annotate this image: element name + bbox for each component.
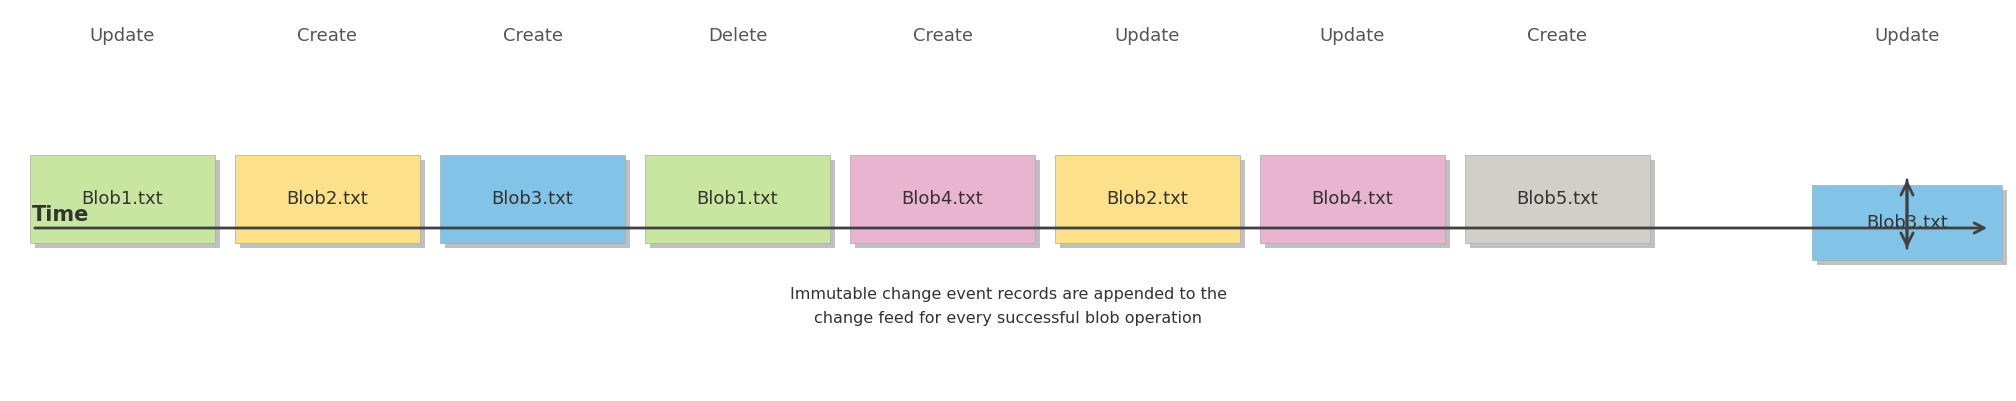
- FancyBboxPatch shape: [446, 160, 629, 248]
- Text: Update: Update: [91, 27, 155, 45]
- Text: Update: Update: [1875, 27, 1939, 45]
- Text: Delete: Delete: [708, 27, 768, 45]
- FancyBboxPatch shape: [1060, 160, 1246, 248]
- Text: Blob1.txt: Blob1.txt: [698, 190, 778, 208]
- FancyBboxPatch shape: [1466, 155, 1649, 243]
- Text: Blob4.txt: Blob4.txt: [1312, 190, 1393, 208]
- FancyBboxPatch shape: [1264, 160, 1450, 248]
- FancyBboxPatch shape: [30, 155, 216, 243]
- FancyBboxPatch shape: [240, 160, 425, 248]
- FancyBboxPatch shape: [236, 155, 419, 243]
- FancyBboxPatch shape: [1812, 185, 2002, 260]
- Text: Blob3.txt: Blob3.txt: [1867, 213, 1947, 231]
- Text: Blob2.txt: Blob2.txt: [286, 190, 369, 208]
- FancyBboxPatch shape: [1470, 160, 1655, 248]
- FancyBboxPatch shape: [1260, 155, 1445, 243]
- FancyBboxPatch shape: [855, 160, 1040, 248]
- FancyBboxPatch shape: [645, 155, 831, 243]
- FancyBboxPatch shape: [439, 155, 625, 243]
- FancyBboxPatch shape: [1054, 155, 1240, 243]
- Text: Blob4.txt: Blob4.txt: [901, 190, 984, 208]
- Text: Blob2.txt: Blob2.txt: [1107, 190, 1187, 208]
- Text: Time: Time: [32, 205, 89, 225]
- FancyBboxPatch shape: [1816, 190, 2008, 265]
- Text: Blob1.txt: Blob1.txt: [83, 190, 163, 208]
- FancyBboxPatch shape: [649, 160, 835, 248]
- FancyBboxPatch shape: [34, 160, 220, 248]
- Text: Create: Create: [502, 27, 562, 45]
- FancyBboxPatch shape: [851, 155, 1034, 243]
- Text: Blob5.txt: Blob5.txt: [1516, 190, 1599, 208]
- Text: Update: Update: [1115, 27, 1179, 45]
- Text: Create: Create: [1528, 27, 1587, 45]
- Text: Create: Create: [298, 27, 357, 45]
- Text: Create: Create: [913, 27, 972, 45]
- Text: Immutable change event records are appended to the: Immutable change event records are appen…: [790, 288, 1226, 302]
- Text: Update: Update: [1320, 27, 1385, 45]
- Text: Blob3.txt: Blob3.txt: [492, 190, 573, 208]
- Text: change feed for every successful blob operation: change feed for every successful blob op…: [814, 310, 1202, 326]
